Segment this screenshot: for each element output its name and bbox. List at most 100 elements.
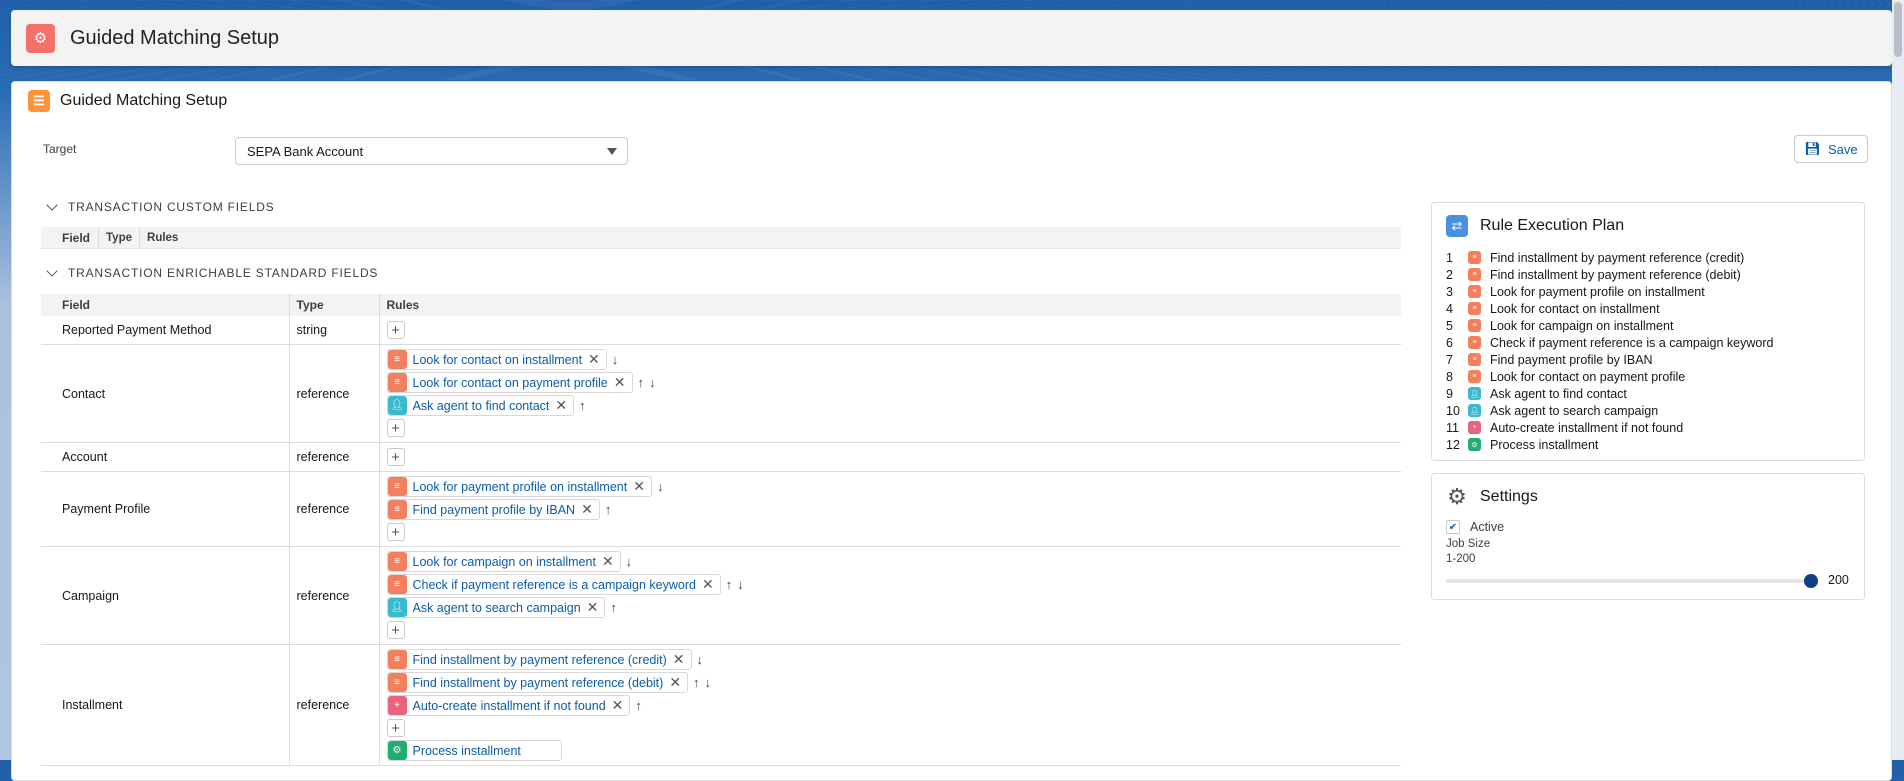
page-scrollbar[interactable] — [1892, 0, 1904, 760]
rule-execution-plan-panel: ⇄ Rule Execution Plan 1 ≡ Find installment… — [1431, 202, 1865, 461]
rule-item: ≡ Look for contact on payment profile ✕ ↑ ↓ — [386, 371, 1402, 394]
rule-label[interactable]: Process installment — [412, 743, 521, 758]
move-down-icon[interactable]: ↓ — [737, 577, 744, 592]
rule-chip[interactable]: ≡ Find installment by payment reference (… — [386, 649, 692, 670]
job-size-slider[interactable]: 200 — [1446, 571, 1850, 591]
remove-icon[interactable]: ✕ — [613, 374, 626, 390]
plan-item: 10 👤︎ Ask agent to search campaign — [1446, 402, 1850, 419]
move-down-icon[interactable]: ↓ — [696, 652, 704, 667]
plan-item: 2 ≡ Find installment by payment reference … — [1446, 266, 1850, 283]
plan-label: Check if payment reference is a campaign… — [1490, 335, 1774, 350]
move-down-icon[interactable]: ↓ — [625, 554, 633, 569]
plan-item: 4 ≡ Look for contact on installment — [1446, 300, 1850, 317]
plan-number: 5 — [1446, 318, 1453, 333]
plan-label: Find payment profile by IBAN — [1490, 352, 1653, 367]
database-icon: ≡ — [387, 650, 407, 669]
rules-cell: ≡ Look for contact on installment ✕ ↓ ≡ Look … — [379, 344, 1402, 443]
plan-item: 12 ⚙ Process installment — [1446, 436, 1850, 453]
add-rule-button[interactable]: + — [386, 419, 405, 437]
rule-chip[interactable]: 👤︎ Ask agent to search campaign ✕ — [386, 597, 606, 618]
rule-label[interactable]: Look for campaign on installment — [412, 554, 596, 569]
setup-card: ☰ Guided Matching Setup Target SEPA Bank… — [11, 81, 1892, 781]
caret-down-icon — [607, 148, 617, 155]
remove-icon[interactable]: ✕ — [611, 697, 624, 713]
remove-icon[interactable]: ✕ — [588, 351, 600, 367]
scrollbar-thumb[interactable] — [1894, 2, 1902, 57]
database-icon: ≡ — [1468, 370, 1481, 383]
slider-thumb[interactable] — [1804, 574, 1818, 588]
checkmark-icon[interactable]: ✔ — [1446, 520, 1460, 534]
move-up-icon[interactable]: ↑ — [579, 398, 586, 413]
signpost-icon: ☰ — [28, 90, 50, 112]
rule-label[interactable]: Look for payment profile on installment — [412, 479, 628, 494]
database-icon: ≡ — [1468, 319, 1481, 332]
rule-label[interactable]: Check if payment reference is a campaign… — [412, 577, 696, 592]
table-row: Account reference + — [41, 442, 1401, 472]
field-cell: Campaign — [41, 546, 290, 645]
move-up-icon[interactable]: ↑ — [725, 577, 733, 592]
rule-chip[interactable]: + Auto-create installment if not found ✕ — [386, 695, 631, 716]
slider-track[interactable] — [1446, 579, 1811, 583]
move-down-icon[interactable]: ↓ — [649, 375, 656, 390]
rule-label[interactable]: Auto-create installment if not found — [412, 698, 606, 713]
remove-icon[interactable]: ✕ — [672, 651, 685, 667]
remove-icon[interactable]: ✕ — [555, 397, 568, 413]
create-icon: + — [387, 696, 407, 715]
plan-label: Find installment by payment reference (d… — [1490, 267, 1741, 282]
rule-item: ≡ Look for contact on installment ✕ ↓ — [386, 348, 1402, 371]
move-up-icon[interactable]: ↑ — [693, 675, 700, 690]
remove-icon[interactable]: ✕ — [601, 553, 614, 569]
target-select[interactable]: SEPA Bank Account — [235, 137, 628, 165]
rule-label[interactable]: Find installment by payment reference (c… — [412, 652, 667, 667]
remove-icon[interactable]: ✕ — [701, 576, 714, 592]
gear-icon: ⚙ — [1447, 484, 1467, 509]
active-checkbox[interactable]: ✔ Active — [1432, 516, 1864, 538]
database-icon: ≡ — [387, 673, 407, 692]
rule-chip[interactable]: ≡ Find payment profile by IBAN ✕ — [386, 499, 600, 520]
rule-chip[interactable]: ≡ Look for campaign on installment ✕ — [386, 551, 621, 572]
move-down-icon[interactable]: ↓ — [704, 675, 712, 690]
move-down-icon[interactable]: ↓ — [611, 352, 619, 367]
move-down-icon[interactable]: ↓ — [656, 479, 664, 494]
move-up-icon[interactable]: ↑ — [610, 600, 617, 615]
database-icon: ≡ — [387, 500, 407, 519]
save-button[interactable]: 💾︎ Save — [1794, 135, 1868, 163]
rule-label[interactable]: Find payment profile by IBAN — [412, 502, 576, 517]
table-row: Payment Profile reference ≡ Look for paymen… — [41, 471, 1402, 547]
add-rule-button[interactable]: + — [386, 621, 405, 639]
agent-icon: 👤︎ — [1468, 387, 1481, 400]
rule-chip[interactable]: ≡ Find installment by payment reference (… — [386, 672, 689, 693]
plan-label: Look for campaign on installment — [1490, 318, 1674, 333]
section-standard-fields[interactable]: TRANSACTION ENRICHABLE STANDARD FIELDS — [42, 265, 378, 280]
add-rule-button[interactable]: + — [386, 719, 405, 737]
rule-chip[interactable]: ≡ Look for contact on installment ✕ — [386, 349, 607, 370]
rule-label[interactable]: Look for contact on installment — [412, 352, 583, 367]
remove-icon[interactable]: ✕ — [633, 478, 645, 494]
rule-chip[interactable]: ≡ Look for payment profile on installment… — [386, 476, 652, 497]
remove-icon[interactable]: ✕ — [669, 674, 682, 690]
rule-label[interactable]: Ask agent to search campaign — [412, 600, 581, 615]
rule-label[interactable]: Look for contact on payment profile — [412, 375, 608, 390]
rule-item: ≡ Find payment profile by IBAN ✕ ↑ — [386, 498, 1402, 521]
rule-label[interactable]: Find installment by payment reference (d… — [412, 675, 664, 690]
move-up-icon[interactable]: ↑ — [635, 698, 642, 713]
remove-icon[interactable]: ✕ — [586, 599, 599, 615]
rule-chip[interactable]: 👤︎ Ask agent to find contact ✕ — [386, 395, 575, 416]
rule-chip[interactable]: ⚙ Process installment — [386, 740, 562, 761]
section-custom-fields[interactable]: TRANSACTION CUSTOM FIELDS — [42, 199, 274, 214]
target-label: Target — [43, 142, 77, 156]
rule-chip[interactable]: ≡ Check if payment reference is a campaig… — [386, 574, 721, 595]
database-icon: ≡ — [1468, 285, 1481, 298]
rule-chip[interactable]: ≡ Look for contact on payment profile ✕ — [386, 372, 633, 393]
type-cell: reference — [289, 471, 380, 547]
card-title: Guided Matching Setup — [60, 92, 228, 109]
add-rule-button[interactable]: + — [386, 448, 405, 466]
move-up-icon[interactable]: ↑ — [637, 375, 645, 390]
remove-icon[interactable]: ✕ — [581, 501, 593, 517]
save-icon: 💾︎ — [1804, 141, 1821, 156]
add-rule-button[interactable]: + — [386, 321, 405, 339]
field-cell: Installment — [41, 644, 290, 766]
move-up-icon[interactable]: ↑ — [604, 502, 612, 517]
add-rule-button[interactable]: + — [386, 523, 405, 541]
rule-label[interactable]: Ask agent to find contact — [412, 398, 550, 413]
